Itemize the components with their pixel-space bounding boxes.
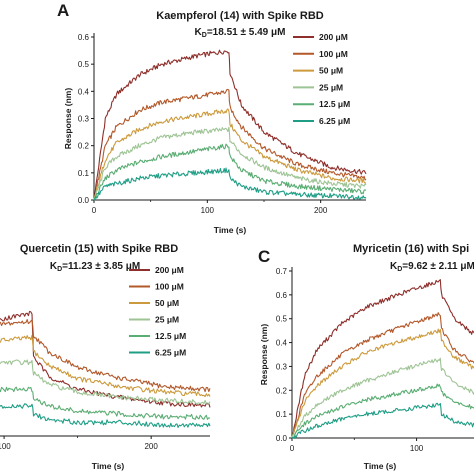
panel-a-x-tick-label: 0 bbox=[92, 206, 97, 215]
panel-c-x-axis-label: Time (s) bbox=[364, 461, 397, 471]
panel-a-kd: KD=18.51 ± 5.49 μM bbox=[195, 27, 286, 39]
panel-a-legend-label: 100 μM bbox=[319, 49, 348, 59]
panel-a-series-line bbox=[93, 49, 367, 201]
panel-b-legend-label: 50 μM bbox=[155, 298, 179, 308]
panel-c-y-tick-label: 0.4 bbox=[276, 339, 288, 348]
panel-b-legend-label: 100 μM bbox=[155, 282, 184, 292]
panel-c-y-tick-label: 0.7 bbox=[276, 267, 288, 276]
panel-c-x-tick-label: 100 bbox=[410, 444, 424, 453]
panel-b-series-line bbox=[0, 319, 211, 393]
panel-a-legend-label: 50 μM bbox=[319, 66, 343, 76]
panel-c-y-axis-label: Response (nm) bbox=[259, 324, 269, 386]
panel-a-y-tick-label: 0.6 bbox=[78, 33, 90, 42]
panel-b-x-tick-label: 200 bbox=[144, 442, 158, 451]
panel-a-x-axis-label: Time (s) bbox=[214, 225, 247, 235]
panel-a-series-line bbox=[93, 88, 367, 201]
panel-c-series-line bbox=[291, 383, 474, 439]
panel-c-series-line bbox=[291, 357, 474, 439]
panel-c-chart: 0 100 0.0 0.1 0.2 0.3 0.4 0.5 0.6 0.7 Time (s) Resp… bbox=[259, 267, 474, 471]
panel-a-series-line bbox=[93, 126, 367, 201]
panel-b-series-line bbox=[0, 403, 211, 428]
panel-c-title: Myricetin (16) with Spi bbox=[353, 243, 469, 255]
panel-a-y-tick-label: 0.5 bbox=[78, 60, 90, 69]
panel-b-series-line bbox=[0, 310, 211, 408]
panel-a-y-axis-label: Response (nm) bbox=[63, 88, 73, 150]
panel-b-x-tick-label: 100 bbox=[0, 442, 11, 451]
panel-a-y-tick-label: 0.2 bbox=[78, 142, 90, 151]
panel-a-x-tick-label: 200 bbox=[314, 206, 328, 215]
panel-c-series-line bbox=[291, 279, 474, 439]
panel-c-y-tick-label: 0.2 bbox=[276, 386, 288, 395]
panel-b-legend-label: 25 μM bbox=[155, 315, 179, 325]
panel-c-y-tick-label: 0.3 bbox=[276, 362, 288, 371]
panel-a-x-tick-label: 100 bbox=[201, 206, 215, 215]
panel-b-kd: KD=11.23 ± 3.85 μM bbox=[50, 261, 140, 273]
panel-c-series-line bbox=[291, 312, 474, 439]
panel-letter-a: A bbox=[57, 1, 69, 20]
panel-a-legend-label: 12.5 μM bbox=[319, 99, 350, 109]
panel-c-series-line bbox=[291, 402, 474, 440]
panel-b-series-line bbox=[0, 386, 211, 420]
panel-c-y-tick-label: 0.6 bbox=[276, 291, 288, 300]
panel-a-legend-label: 200 μM bbox=[319, 32, 348, 42]
panel-a-series-line bbox=[93, 143, 367, 201]
panel-b-x-axis-label: Time (s) bbox=[92, 461, 125, 471]
panel-a-y-tick-label: 0.3 bbox=[78, 115, 90, 124]
panel-b-legend-label: 12.5 μM bbox=[155, 331, 186, 341]
panel-a-y-tick-label: 0.1 bbox=[78, 169, 90, 178]
panel-b-title: Quercetin (15) with Spike RBD bbox=[20, 243, 178, 255]
panel-a-y-tick-label: 0.0 bbox=[78, 196, 90, 205]
panel-c-y-tick-label: 0.5 bbox=[276, 315, 288, 324]
panel-b-series-line bbox=[0, 334, 211, 398]
panel-a-series-line bbox=[93, 167, 367, 201]
panel-c-kd: KD=9.62 ± 2.11 μM bbox=[390, 261, 474, 273]
panel-a-chart: 0 100 200 0.0 0.1 0.2 0.3 0.4 0.5 0.6 Time (s) Resp… bbox=[63, 32, 367, 235]
panel-a-legend-label: 25 μM bbox=[319, 82, 343, 92]
panel-b-legend-label: 200 μM bbox=[155, 265, 184, 275]
panel-a-y-tick-label: 0.4 bbox=[78, 87, 90, 96]
panel-a-legend-label: 6.25 μM bbox=[319, 116, 350, 126]
panel-a-series-line bbox=[93, 108, 366, 201]
panel-c-x-tick-label: 0 bbox=[290, 444, 295, 453]
panel-a-title: Kaempferol (14) with Spike RBD bbox=[156, 10, 324, 22]
panel-c-y-tick-label: 0.0 bbox=[276, 434, 288, 443]
panel-b-legend-label: 6.25 μM bbox=[155, 348, 186, 358]
panel-b-chart: 100 200 Time (s) 200 μM 100 μM 50 μM 25 μM 12.5… bbox=[0, 265, 211, 471]
panel-c-series-line bbox=[291, 328, 474, 439]
panel-letter-c: C bbox=[258, 247, 270, 266]
panel-c-y-tick-label: 0.1 bbox=[276, 410, 288, 419]
panel-b-series-line bbox=[0, 359, 211, 405]
